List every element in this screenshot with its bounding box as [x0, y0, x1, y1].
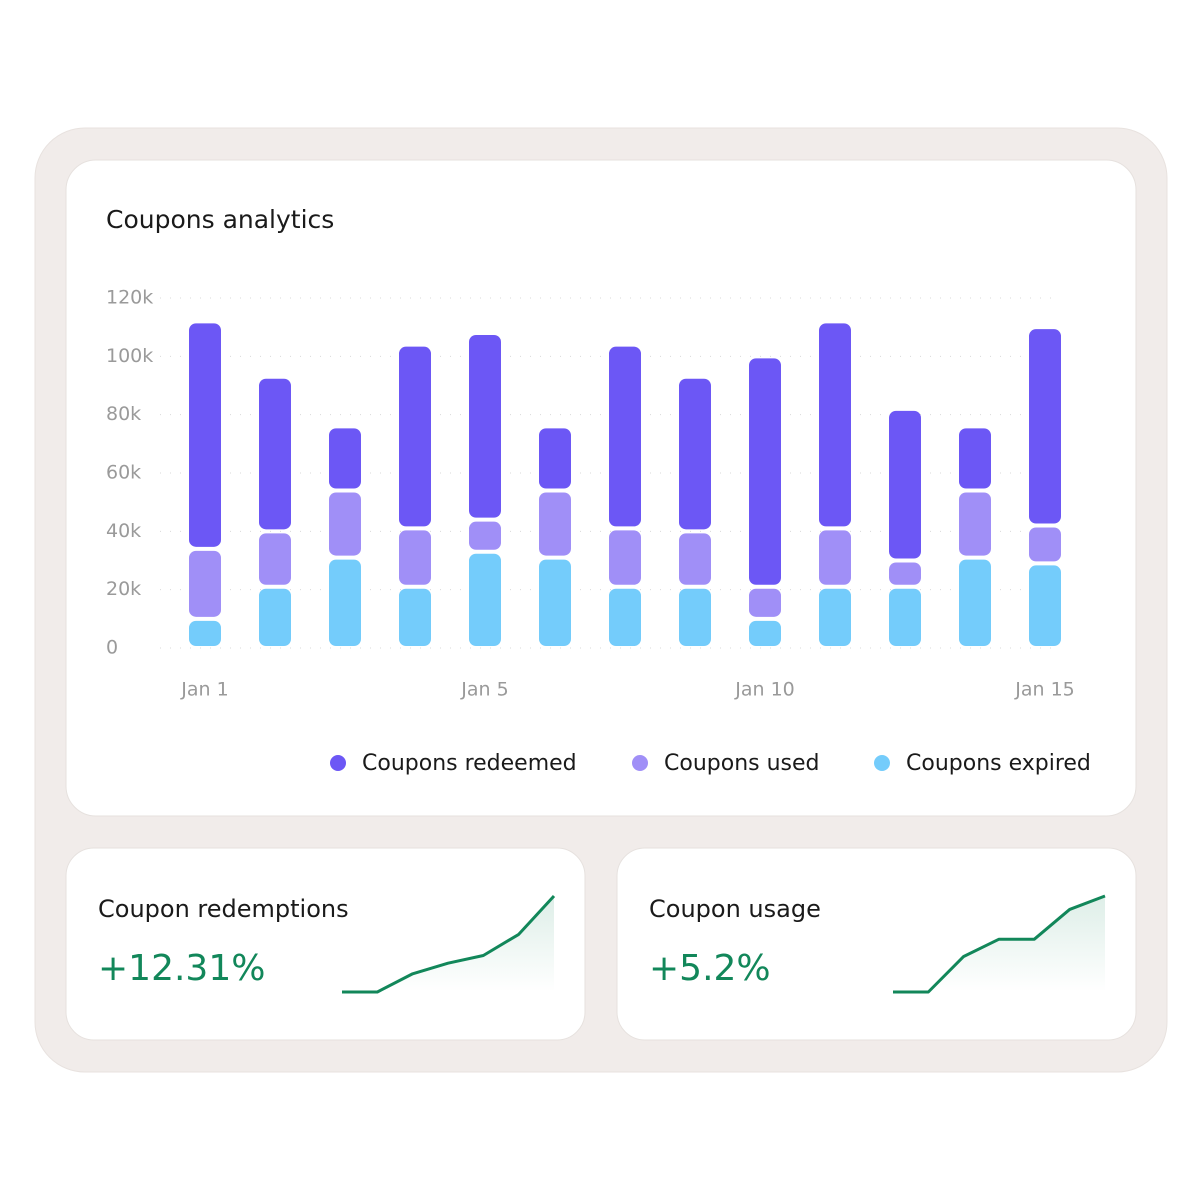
bar-segment — [819, 530, 851, 585]
y-tick-label: 100k — [106, 345, 153, 367]
bar-segment — [819, 588, 851, 646]
bar-segment — [679, 378, 711, 530]
bar-segment — [889, 410, 921, 559]
bar-segment — [539, 492, 571, 556]
bar-segment — [189, 323, 221, 547]
legend-label: Coupons expired — [906, 751, 1091, 776]
card-change: +12.31% — [98, 948, 265, 989]
bar-segment — [749, 358, 781, 585]
bar-segment — [399, 530, 431, 585]
bar-segment — [749, 620, 781, 646]
bar-segment — [959, 428, 991, 489]
bar-segment — [399, 588, 431, 646]
x-tick-label: Jan 15 — [1014, 679, 1075, 701]
legend-dot — [874, 755, 890, 771]
bar-segment — [329, 428, 361, 489]
x-tick-label: Jan 10 — [734, 679, 795, 701]
y-tick-label: 40k — [106, 520, 141, 542]
bar-segment — [679, 533, 711, 585]
bar-segment — [259, 378, 291, 530]
y-tick-label: 60k — [106, 462, 141, 484]
bar-segment — [469, 521, 501, 550]
x-tick-label: Jan 5 — [460, 679, 508, 701]
bar-segment — [469, 553, 501, 646]
card-change: +5.2% — [649, 948, 771, 989]
card-title: Coupon redemptions — [98, 895, 349, 923]
sparkline-area — [893, 896, 1105, 992]
sparkline — [342, 894, 556, 994]
legend-label: Coupons used — [664, 751, 820, 776]
chart-title: Coupons analytics — [106, 205, 334, 234]
bar-segment — [889, 588, 921, 646]
bar-segment — [259, 588, 291, 646]
bar-segment — [609, 346, 641, 527]
bar-segment — [959, 559, 991, 646]
bar-segment — [1029, 527, 1061, 562]
y-tick-label: 0 — [106, 637, 118, 659]
x-tick-label: Jan 1 — [180, 679, 228, 701]
legend-label: Coupons redeemed — [362, 751, 577, 776]
bar-segment — [539, 559, 571, 646]
legend-dot — [330, 755, 346, 771]
y-tick-label: 80k — [106, 403, 141, 425]
bar-segment — [259, 533, 291, 585]
bar-segment — [679, 588, 711, 646]
bar-segment — [469, 335, 501, 518]
sparkline — [893, 894, 1106, 994]
bar-segment — [609, 588, 641, 646]
bar-segment — [329, 559, 361, 646]
chart-card — [65, 159, 1137, 817]
bar-segment — [609, 530, 641, 585]
bar-segment — [1029, 329, 1061, 524]
bar-segment — [539, 428, 571, 489]
bar-segment — [749, 588, 781, 617]
legend-dot — [632, 755, 648, 771]
y-tick-label: 20k — [106, 578, 141, 600]
bar-segment — [889, 562, 921, 585]
bar-segment — [1029, 565, 1061, 646]
bar-segment — [329, 492, 361, 556]
sparkline-area — [342, 896, 554, 992]
y-tick-label: 120k — [106, 287, 153, 309]
bar-segment — [189, 620, 221, 646]
card-title: Coupon usage — [649, 895, 821, 923]
bar-segment — [399, 346, 431, 527]
bar-segment — [189, 550, 221, 617]
bar-segment — [819, 323, 851, 527]
bar-segment — [959, 492, 991, 556]
